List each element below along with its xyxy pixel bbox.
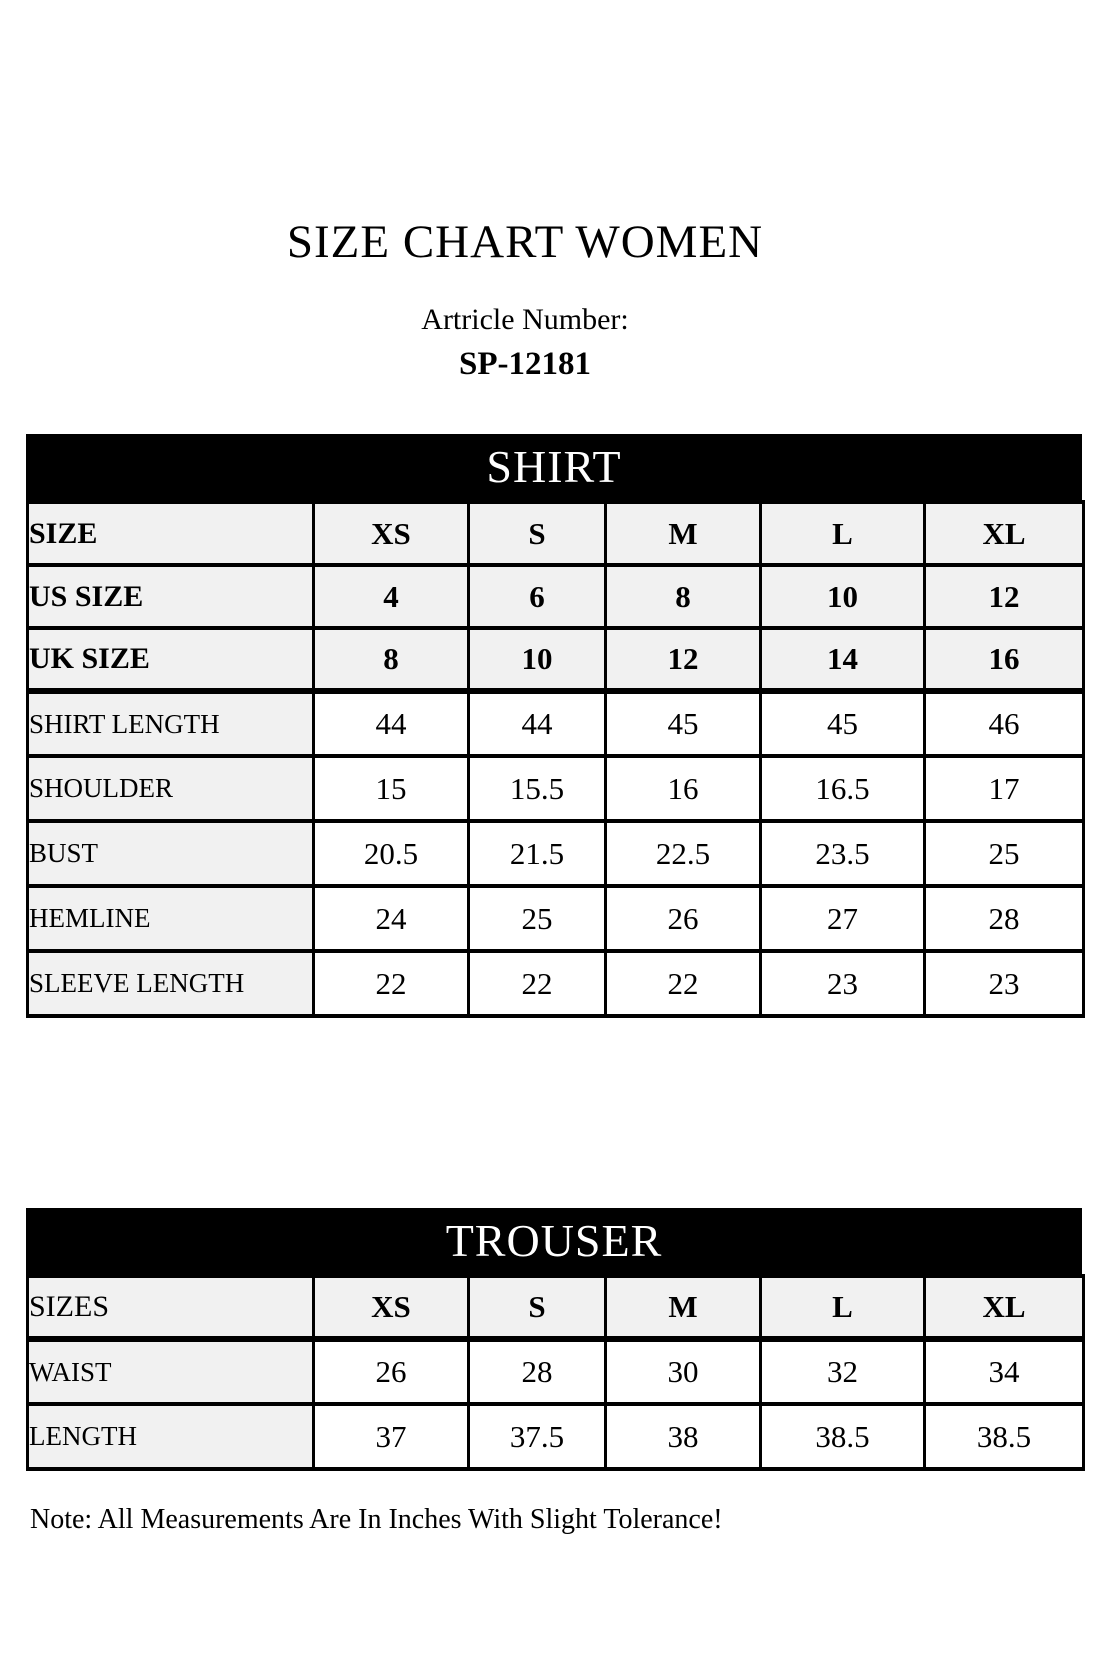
row-label-cell: BUST (26, 819, 315, 889)
value-cell: 17 (923, 754, 1085, 824)
value-cell: M (604, 500, 762, 568)
value-cell: 8 (604, 563, 762, 631)
page-heading: SIZE CHART WOMEN Artricle Number: SP-121… (0, 0, 1053, 382)
table-row: SHOULDER 15 15.5 16 16.5 17 (26, 754, 1085, 824)
value-cell: 15.5 (467, 754, 607, 824)
value-cell: 22 (312, 949, 470, 1019)
trouser-size-table: TROUSER SIZES XS S M L XL WAIST 26 28 (26, 1208, 1085, 1472)
value-cell: M (604, 1274, 762, 1343)
value-cell: 21.5 (467, 819, 607, 889)
value-cell: 45 (759, 689, 926, 759)
table-row: US SIZE 4 6 8 10 12 (26, 563, 1085, 631)
row-label-cell: SHIRT LENGTH (26, 689, 315, 759)
value-cell: 37.5 (467, 1402, 607, 1472)
value-cell: 22 (604, 949, 762, 1019)
row-label-cell: WAIST (26, 1337, 315, 1407)
value-cell: 45 (604, 689, 762, 759)
note-text: Note: All Measurements Are In Inches Wit… (30, 1504, 723, 1536)
value-cell: S (467, 1274, 607, 1343)
table-row: UK SIZE 8 10 12 14 16 (26, 626, 1085, 695)
value-cell: 28 (923, 884, 1085, 954)
value-cell: 4 (312, 563, 470, 631)
value-cell: 6 (467, 563, 607, 631)
value-cell: 38.5 (923, 1402, 1085, 1472)
value-cell: 26 (604, 884, 762, 954)
value-cell: 44 (312, 689, 470, 759)
table-row: BUST 20.5 21.5 22.5 23.5 25 (26, 819, 1085, 889)
value-cell: 37 (312, 1402, 470, 1472)
page-title: SIZE CHART WOMEN (286, 216, 764, 268)
row-label-cell: HEMLINE (26, 884, 315, 954)
shirt-size-table: SHIRT SIZE XS S M L XL US SIZE 4 6 (26, 434, 1085, 1019)
value-cell: 16 (923, 626, 1085, 695)
value-cell: 26 (312, 1337, 470, 1407)
value-cell: 28 (467, 1337, 607, 1407)
row-label-cell: SIZES (26, 1274, 315, 1343)
table-row: SIZE XS S M L XL (26, 500, 1085, 568)
value-cell: XS (312, 1274, 470, 1343)
row-label-cell: US SIZE (26, 563, 315, 631)
value-cell: 38.5 (759, 1402, 926, 1472)
value-cell: 25 (923, 819, 1085, 889)
row-label-cell: SIZE (26, 500, 315, 568)
value-cell: XL (923, 500, 1085, 568)
table-row: WAIST 26 28 30 32 34 (26, 1337, 1085, 1407)
value-cell: 24 (312, 884, 470, 954)
trouser-table: SIZES XS S M L XL WAIST 26 28 30 32 34 L… (26, 1274, 1085, 1472)
value-cell: 15 (312, 754, 470, 824)
value-cell: 23.5 (759, 819, 926, 889)
table-row: SLEEVE LENGTH 22 22 22 23 23 (26, 949, 1085, 1019)
table-row: SIZES XS S M L XL (26, 1274, 1085, 1343)
value-cell: 12 (604, 626, 762, 695)
value-cell: 8 (312, 626, 470, 695)
value-cell: 16 (604, 754, 762, 824)
table-row: LENGTH 37 37.5 38 38.5 38.5 (26, 1402, 1085, 1472)
value-cell: L (759, 500, 926, 568)
row-label-cell: SHOULDER (26, 754, 315, 824)
value-cell: L (759, 1274, 926, 1343)
value-cell: 12 (923, 563, 1085, 631)
table-row: SHIRT LENGTH 44 44 45 45 46 (26, 689, 1085, 759)
value-cell: 10 (467, 626, 607, 695)
article-number: SP-12181 (459, 346, 591, 383)
value-cell: 27 (759, 884, 926, 954)
value-cell: 38 (604, 1402, 762, 1472)
value-cell: 25 (467, 884, 607, 954)
value-cell: 34 (923, 1337, 1085, 1407)
value-cell: 22.5 (604, 819, 762, 889)
trouser-table-title-band: TROUSER (26, 1208, 1082, 1275)
row-label-cell: LENGTH (26, 1402, 315, 1472)
value-cell: 23 (759, 949, 926, 1019)
value-cell: 30 (604, 1337, 762, 1407)
value-cell: 46 (923, 689, 1085, 759)
value-cell: S (467, 500, 607, 568)
value-cell: 14 (759, 626, 926, 695)
value-cell: 16.5 (759, 754, 926, 824)
value-cell: XS (312, 500, 470, 568)
row-label-cell: SLEEVE LENGTH (26, 949, 315, 1019)
shirt-table-title-band: SHIRT (26, 434, 1082, 501)
value-cell: 32 (759, 1337, 926, 1407)
value-cell: 23 (923, 949, 1085, 1019)
value-cell: 10 (759, 563, 926, 631)
value-cell: 44 (467, 689, 607, 759)
value-cell: XL (923, 1274, 1085, 1343)
value-cell: 22 (467, 949, 607, 1019)
row-label-cell: UK SIZE (26, 626, 315, 695)
shirt-table: SIZE XS S M L XL US SIZE 4 6 8 10 12 UK … (26, 500, 1085, 1019)
table-row: HEMLINE 24 25 26 27 28 (26, 884, 1085, 954)
value-cell: 20.5 (312, 819, 470, 889)
article-number-label: Artricle Number: (421, 303, 629, 337)
